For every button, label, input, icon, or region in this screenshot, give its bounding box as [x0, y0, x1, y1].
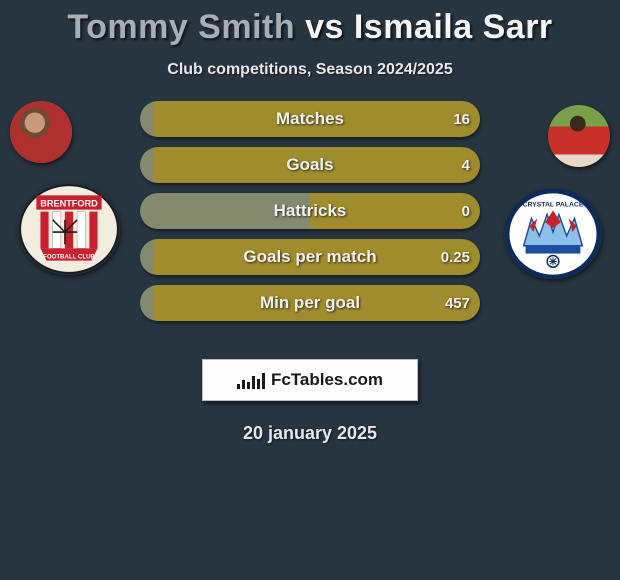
player2-photo	[548, 105, 610, 167]
stat-row: Min per goal457	[140, 285, 480, 321]
stat-row: Goals per match0.25	[140, 239, 480, 275]
player2-club-crest: CRYSTAL PALACE	[504, 189, 602, 279]
subtitle: Club competitions, Season 2024/2025	[0, 61, 620, 79]
player1-club-crest: BRENTFORD FOOTBALL CLUB	[18, 183, 120, 275]
bar-chart-icon	[237, 371, 265, 389]
branding-text: FcTables.com	[271, 370, 383, 390]
svg-text:BRENTFORD: BRENTFORD	[40, 199, 98, 209]
stat-bars: Matches16 Goals4 Hattricks0 Goals per match…	[140, 101, 480, 331]
stat-row: Matches16	[140, 101, 480, 137]
player1-name: Tommy Smith	[67, 8, 295, 46]
stat-label: Min per goal	[140, 285, 480, 321]
player2-avatar	[548, 105, 610, 167]
crystal-palace-crest-icon: CRYSTAL PALACE	[504, 189, 602, 279]
stat-label: Goals	[140, 147, 480, 183]
stat-value-right: 0.25	[441, 239, 470, 275]
svg-text:CRYSTAL PALACE: CRYSTAL PALACE	[523, 202, 584, 209]
player1-avatar	[10, 101, 72, 163]
branding-badge: FcTables.com	[202, 359, 418, 401]
stat-label: Hattricks	[140, 193, 480, 229]
player2-name: Ismaila Sarr	[354, 8, 553, 46]
comparison-arena: BRENTFORD FOOTBALL CLUB CRYSTAL PALACE	[0, 101, 620, 341]
date-text: 20 january 2025	[0, 423, 620, 444]
stat-value-right: 0	[462, 193, 470, 229]
stat-label: Matches	[140, 101, 480, 137]
brentford-crest-icon: BRENTFORD FOOTBALL CLUB	[18, 183, 120, 275]
svg-text:FOOTBALL CLUB: FOOTBALL CLUB	[43, 254, 95, 261]
stat-value-right: 457	[445, 285, 470, 321]
stat-label: Goals per match	[140, 239, 480, 275]
page-title: Tommy Smith vs Ismaila Sarr	[0, 0, 620, 47]
vs-text: vs	[305, 8, 344, 46]
stat-row: Hattricks0	[140, 193, 480, 229]
stat-row: Goals4	[140, 147, 480, 183]
stat-value-right: 4	[462, 147, 470, 183]
player1-photo	[10, 101, 72, 163]
stat-value-right: 16	[453, 101, 470, 137]
